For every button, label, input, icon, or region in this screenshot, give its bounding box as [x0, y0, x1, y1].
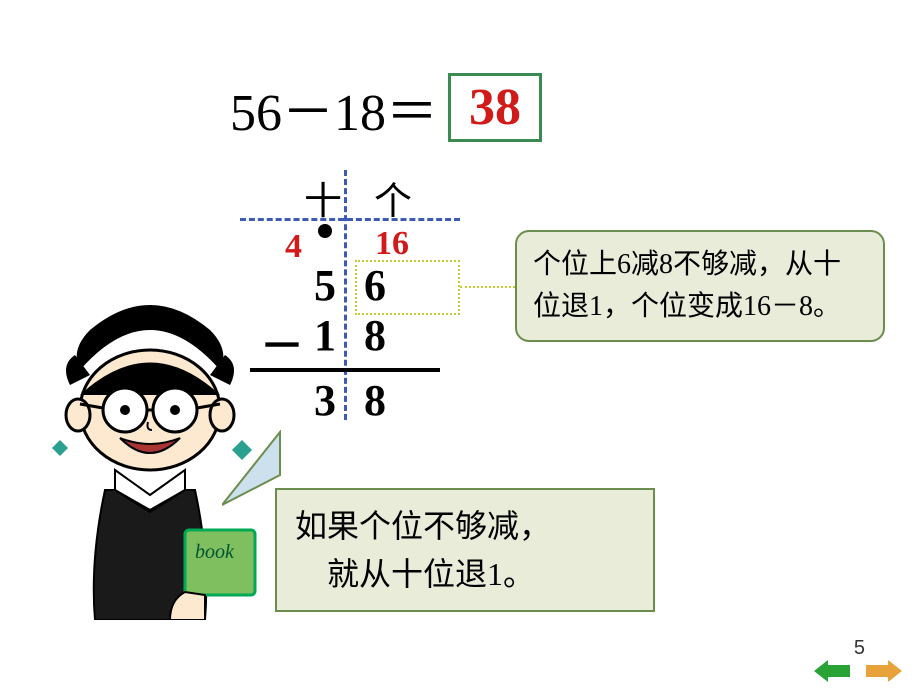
explanation-text: 个位上6减8不够减，从十位退1，个位变成16－8。	[533, 249, 841, 322]
teacher-character-icon: book	[20, 300, 280, 620]
dashed-horizontal-line	[240, 218, 460, 221]
label-ones: 个	[358, 170, 428, 225]
ones-highlight-connector	[460, 286, 515, 288]
equation-answer-box: 38	[448, 73, 542, 142]
result-ones: 8	[350, 375, 400, 426]
tip-text: 如果个位不够减， 就从十位退1。	[295, 508, 551, 592]
nav-arrows	[814, 660, 902, 682]
borrow-ones-value: 16	[375, 225, 409, 263]
equation-lhs: 56－18＝	[230, 70, 438, 145]
label-tens: 十	[288, 170, 358, 225]
explanation-callout: 个位上6减8不够减，从十位退1，个位变成16－8。	[515, 230, 885, 342]
borrow-dot	[318, 224, 332, 238]
result-row: − 3 8	[260, 375, 460, 426]
prev-arrow-icon[interactable]	[814, 660, 850, 682]
book-label: book	[195, 541, 235, 563]
subtrahend-ones: 8	[350, 310, 400, 374]
result-tens: 3	[300, 375, 350, 426]
subtrahend-tens: 1	[300, 310, 350, 374]
subtrahend-row: － 1 8	[260, 310, 460, 374]
tip-callout: 如果个位不够减， 就从十位退1。	[275, 488, 655, 612]
next-arrow-icon[interactable]	[866, 660, 902, 682]
equation-row: 56－18＝ 38	[230, 70, 542, 145]
page-number: 5	[854, 637, 865, 660]
minuend-tens: 5	[300, 260, 350, 311]
place-value-labels: 十 个	[260, 170, 460, 230]
ones-highlight-box	[355, 260, 460, 315]
